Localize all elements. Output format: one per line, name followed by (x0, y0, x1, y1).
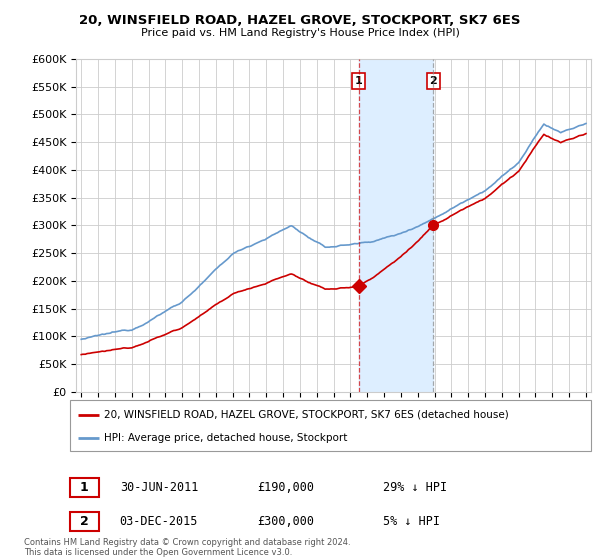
Text: Price paid vs. HM Land Registry's House Price Index (HPI): Price paid vs. HM Land Registry's House … (140, 28, 460, 38)
Text: 1: 1 (355, 76, 363, 86)
Text: 20, WINSFIELD ROAD, HAZEL GROVE, STOCKPORT, SK7 6ES: 20, WINSFIELD ROAD, HAZEL GROVE, STOCKPO… (79, 14, 521, 27)
Text: 5% ↓ HPI: 5% ↓ HPI (383, 515, 440, 528)
Text: Contains HM Land Registry data © Crown copyright and database right 2024.
This d: Contains HM Land Registry data © Crown c… (24, 538, 350, 557)
FancyBboxPatch shape (70, 512, 99, 531)
Text: 2: 2 (80, 515, 89, 528)
Text: 30-JUN-2011: 30-JUN-2011 (119, 481, 198, 494)
Text: 29% ↓ HPI: 29% ↓ HPI (383, 481, 447, 494)
Text: HPI: Average price, detached house, Stockport: HPI: Average price, detached house, Stoc… (104, 433, 347, 443)
Text: 03-DEC-2015: 03-DEC-2015 (119, 515, 198, 528)
Text: £300,000: £300,000 (257, 515, 314, 528)
FancyBboxPatch shape (70, 400, 591, 451)
Text: 20, WINSFIELD ROAD, HAZEL GROVE, STOCKPORT, SK7 6ES (detached house): 20, WINSFIELD ROAD, HAZEL GROVE, STOCKPO… (104, 409, 509, 419)
Bar (359, 59, 433, 392)
FancyBboxPatch shape (70, 478, 99, 497)
Text: £190,000: £190,000 (257, 481, 314, 494)
Text: 1: 1 (80, 481, 89, 494)
Text: 2: 2 (430, 76, 437, 86)
